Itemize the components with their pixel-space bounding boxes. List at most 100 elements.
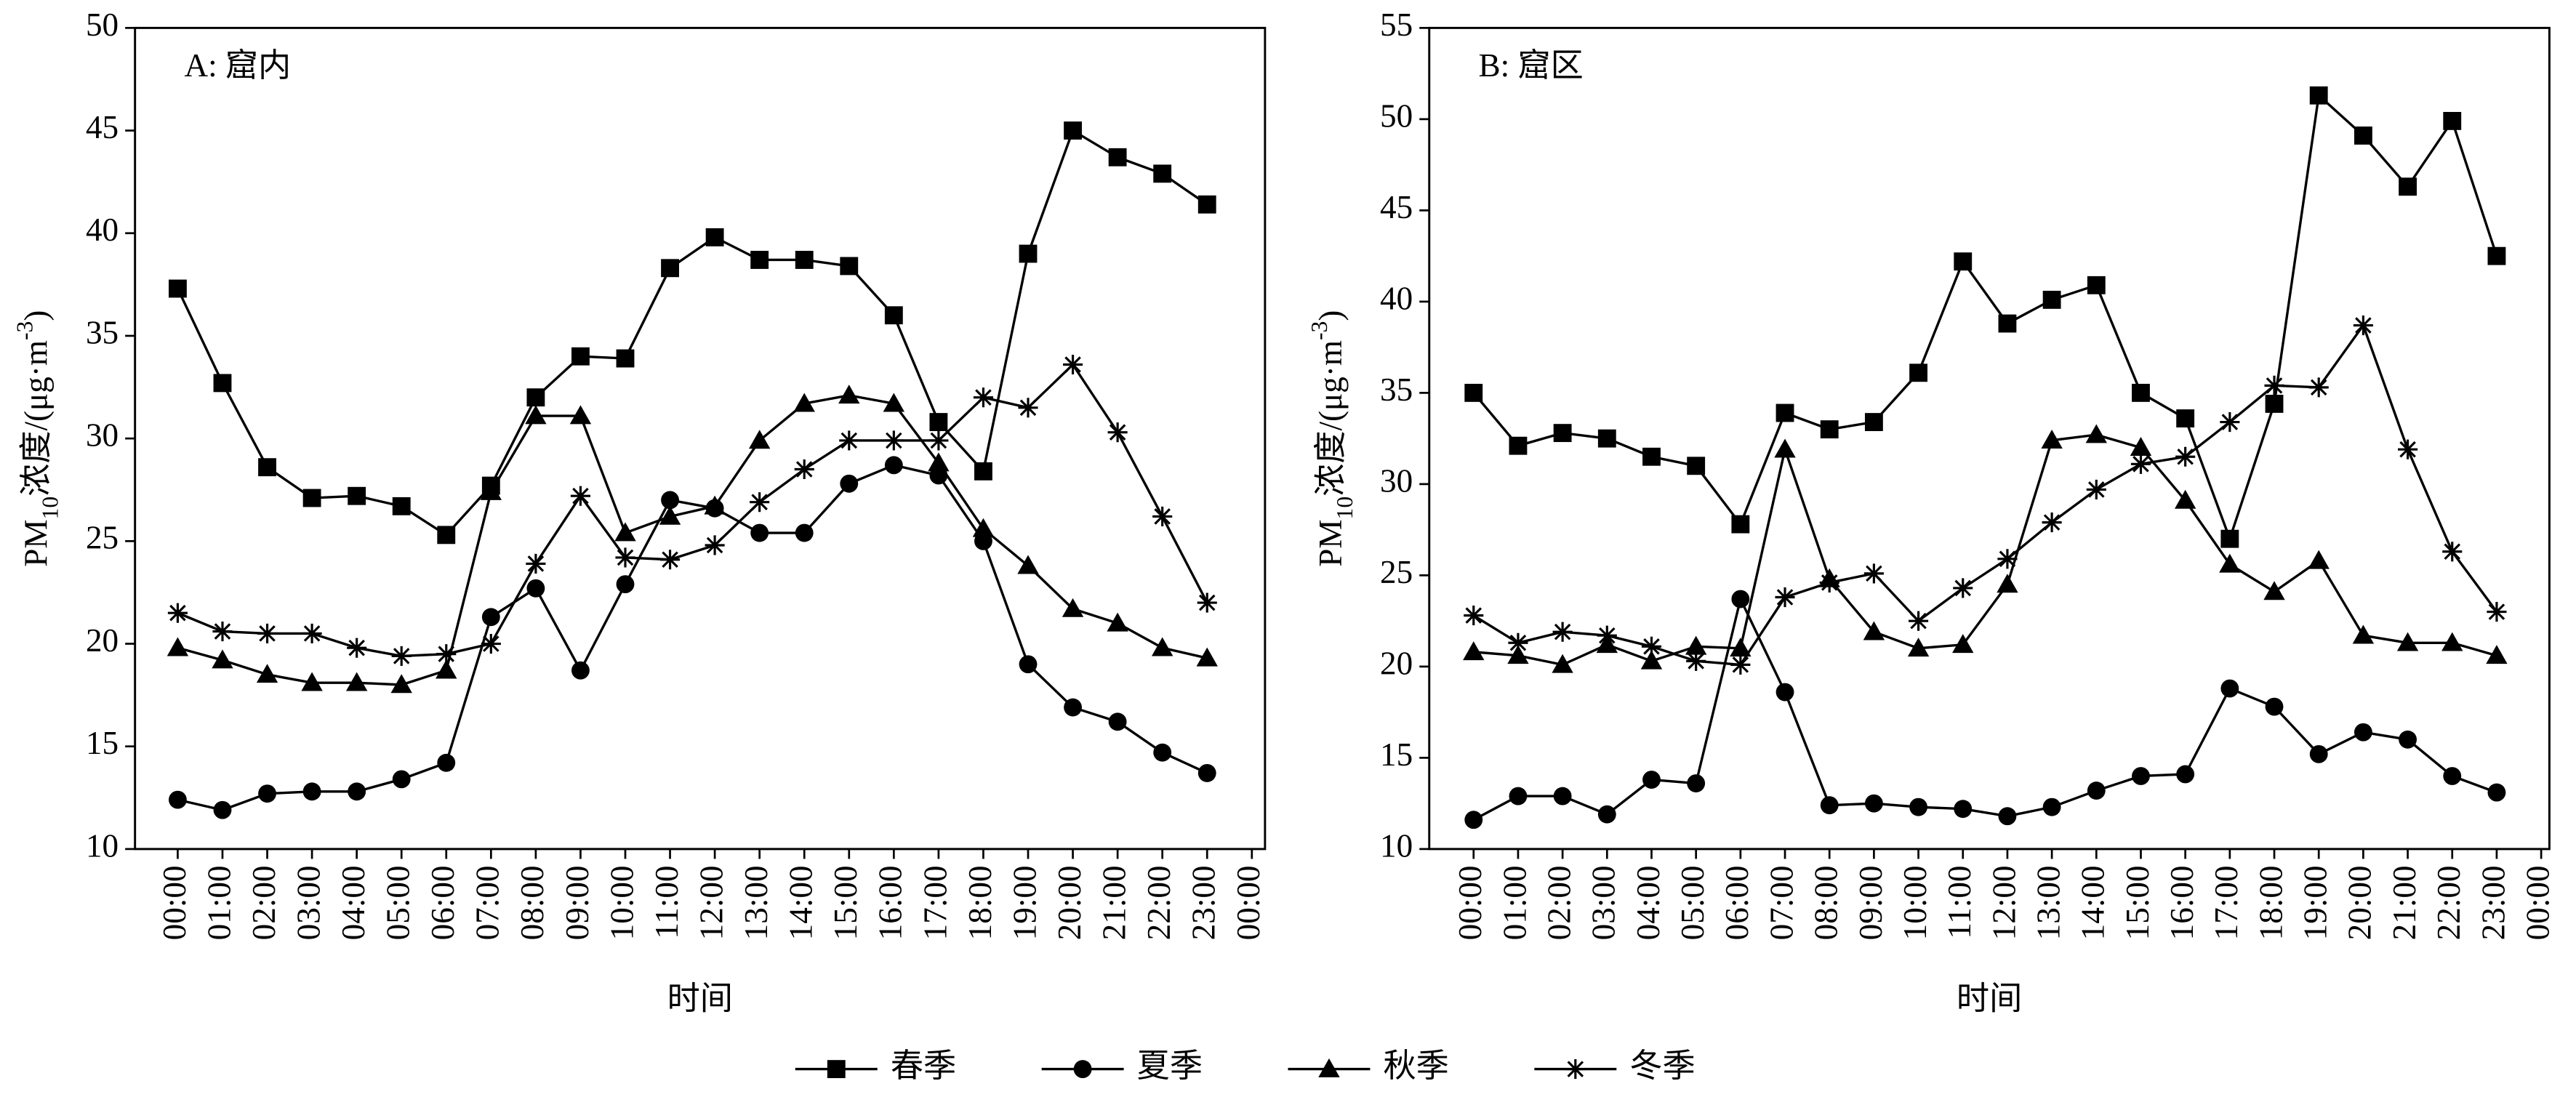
chart-title: B: 窟区 <box>1479 47 1584 84</box>
legend-label: 冬季 <box>1629 1048 1695 1084</box>
marker-circle <box>2176 765 2195 784</box>
marker-asterisk <box>794 459 814 480</box>
x-tick-label: 00:00 <box>2519 865 2556 940</box>
marker-circle <box>1073 1060 1092 1079</box>
marker-square <box>795 251 814 269</box>
marker-square <box>2399 177 2417 196</box>
marker-circle <box>526 579 545 598</box>
y-axis-label: PM10浓度/(μg·m-3) <box>1307 310 1357 567</box>
x-tick-label: 22:00 <box>1141 865 1177 940</box>
marker-square <box>1019 244 1038 263</box>
marker-circle <box>571 661 590 680</box>
marker-asterisk <box>1107 422 1128 443</box>
marker-circle <box>1954 800 1973 819</box>
marker-asterisk <box>2398 439 2418 459</box>
marker-circle <box>1197 763 1216 782</box>
legend-label: 秋季 <box>1384 1048 1449 1084</box>
marker-asterisk <box>167 603 188 623</box>
y-tick-label: 35 <box>1380 371 1413 408</box>
marker-square <box>1197 195 1216 214</box>
y-axis-label-part: 10 <box>1332 497 1357 520</box>
marker-asterisk <box>1775 587 1795 608</box>
marker-triangle <box>569 405 592 425</box>
marker-square <box>2354 126 2372 145</box>
y-axis-label-part: ) <box>18 310 55 321</box>
x-tick-label: 08:00 <box>514 865 550 940</box>
y-axis-label-part: 浓度/(μg·m <box>18 340 55 497</box>
marker-circle <box>2220 679 2239 698</box>
marker-circle <box>1019 655 1038 674</box>
marker-triangle <box>1907 638 1930 657</box>
marker-circle <box>437 753 456 772</box>
marker-circle <box>1464 811 1483 829</box>
marker-asterisk <box>481 633 501 654</box>
marker-triangle <box>838 385 860 404</box>
marker-triangle <box>1318 1058 1340 1077</box>
marker-circle <box>1998 807 2017 826</box>
marker-circle <box>840 474 859 493</box>
marker-asterisk <box>302 623 322 643</box>
marker-triangle <box>928 452 950 472</box>
marker-square <box>661 259 679 278</box>
marker-square <box>2220 529 2239 548</box>
marker-asterisk <box>2308 377 2329 398</box>
x-tick-label: 20:00 <box>2342 865 2378 940</box>
marker-triangle <box>2441 632 2463 651</box>
x-tick-label: 02:00 <box>246 865 282 940</box>
marker-triangle <box>1463 641 1485 661</box>
marker-asterisk <box>1018 398 1038 418</box>
marker-square <box>437 526 456 545</box>
y-axis-label-part: -3 <box>1307 321 1332 340</box>
marker-square <box>840 257 859 276</box>
marker-asterisk <box>1953 578 1973 598</box>
x-tick-label: 01:00 <box>201 865 237 940</box>
marker-circle <box>1909 797 1927 816</box>
x-tick-label: 00:00 <box>156 865 193 940</box>
marker-triangle <box>1552 654 1573 673</box>
x-tick-label: 09:00 <box>559 865 595 940</box>
marker-circle <box>1597 805 1616 824</box>
x-tick-label: 11:00 <box>649 865 685 939</box>
y-tick-label: 20 <box>86 622 119 659</box>
y-tick-label: 50 <box>86 7 119 43</box>
x-tick-label: 17:00 <box>917 865 953 940</box>
y-axis-label-part: 10 <box>37 497 63 520</box>
marker-triangle <box>2219 553 2241 573</box>
marker-square <box>1064 121 1082 140</box>
series-line <box>1472 322 2498 667</box>
marker-triangle <box>972 518 995 537</box>
marker-square <box>1998 314 2017 333</box>
marker-circle <box>1820 796 1839 815</box>
marker-triangle <box>793 393 815 412</box>
marker-square <box>2309 86 2328 105</box>
marker-circle <box>481 608 500 627</box>
marker-asterisk <box>2442 542 2463 562</box>
marker-asterisk <box>436 644 457 664</box>
marker-asterisk <box>2353 315 2373 336</box>
marker-square <box>1954 252 1973 271</box>
x-tick-label: 00:00 <box>1230 865 1267 940</box>
marker-triangle <box>1062 598 1084 617</box>
x-tick-label: 05:00 <box>380 865 417 940</box>
marker-asterisk <box>1819 572 1839 592</box>
plot-frame <box>134 26 1267 851</box>
marker-triangle <box>1685 635 1707 655</box>
marker-triangle <box>704 495 726 515</box>
marker-square <box>2042 290 2061 309</box>
x-tick-label: 18:00 <box>2252 865 2289 940</box>
x-tick-label: 14:00 <box>2075 865 2111 940</box>
marker-asterisk <box>2130 454 2151 474</box>
x-tick-label: 07:00 <box>1763 865 1799 940</box>
marker-triangle <box>1107 612 1128 632</box>
marker-circle <box>884 456 903 475</box>
marker-asterisk <box>570 486 590 506</box>
y-axis-label-part: PM <box>18 519 55 566</box>
marker-asterisk <box>1863 563 1884 584</box>
marker-circle <box>1687 774 1706 792</box>
x-tick-label: 12:00 <box>1986 865 2022 940</box>
marker-square <box>1597 429 1616 448</box>
y-tick-label: 45 <box>86 109 119 145</box>
marker-circle <box>795 523 814 542</box>
marker-asterisk <box>1508 632 1528 653</box>
marker-asterisk <box>1641 636 1662 656</box>
